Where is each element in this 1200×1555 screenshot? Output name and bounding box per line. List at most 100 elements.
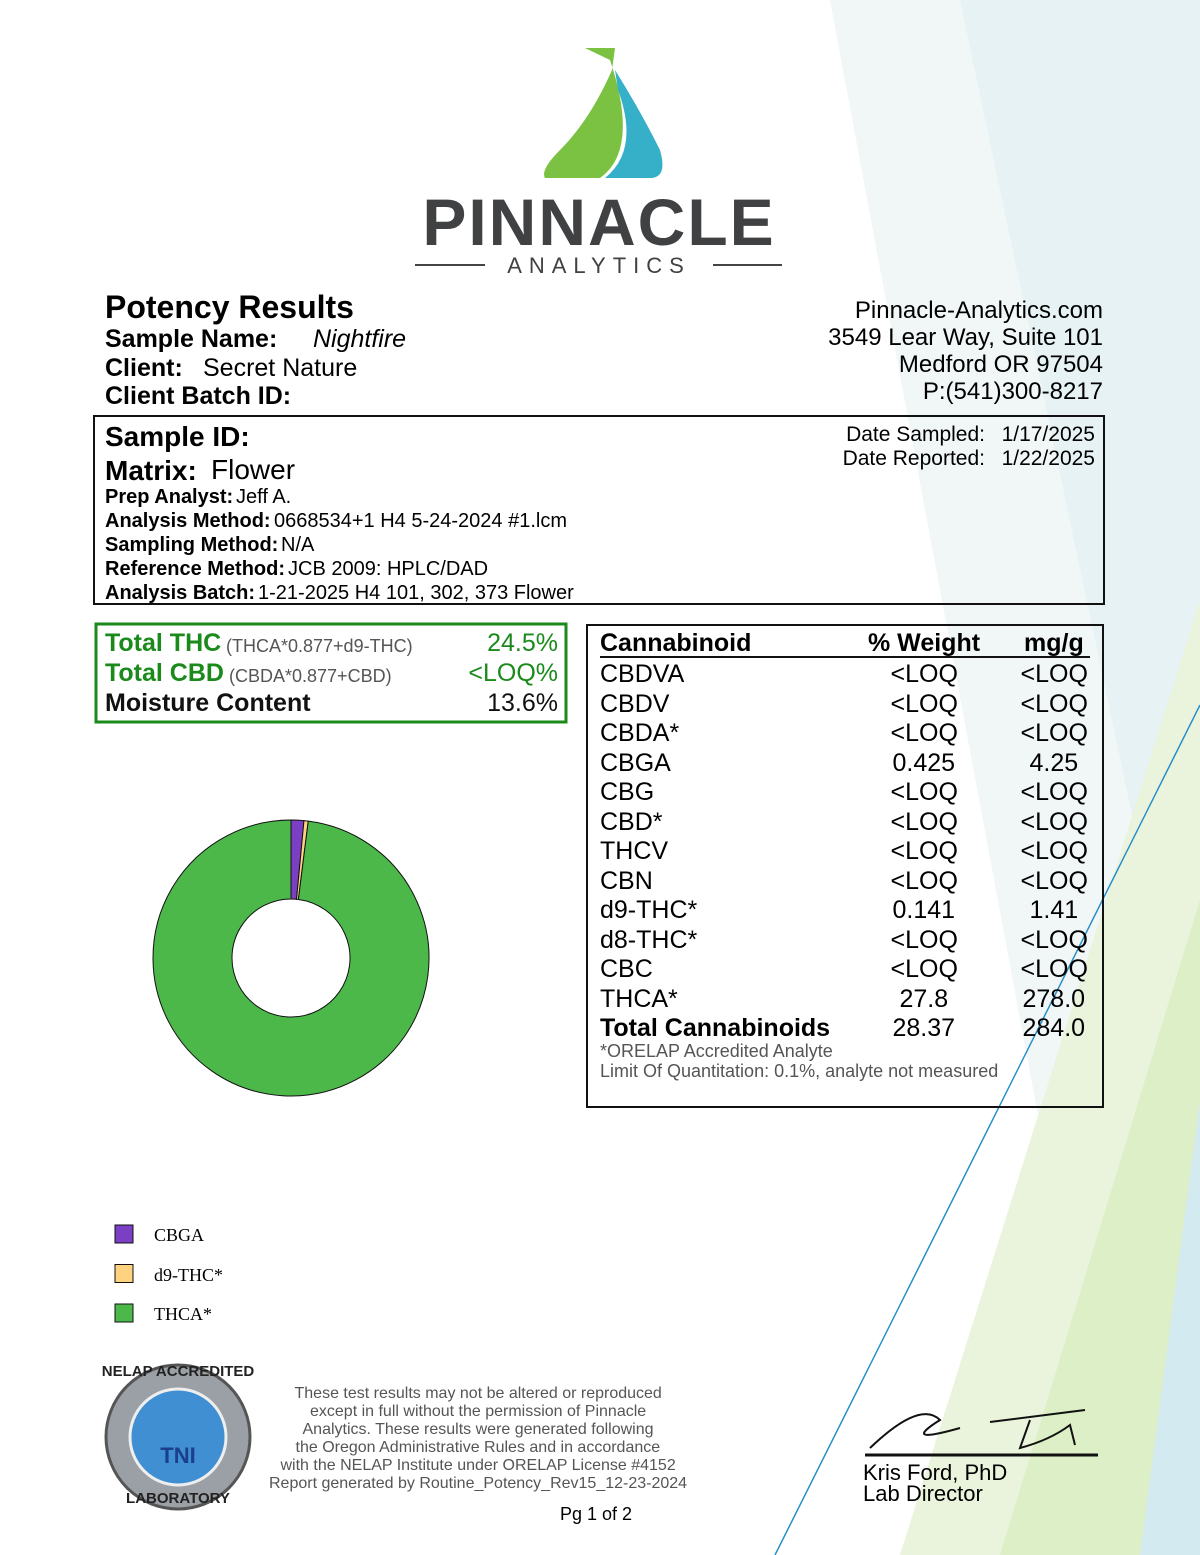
value: Flower [211,454,296,485]
seal-center: TNI [160,1443,195,1468]
label: Sample ID: [105,421,250,452]
table-cell: 28.37 [892,1014,956,1042]
summary-value: <LOQ% [468,659,558,687]
table-cell: <LOQ [890,660,958,688]
disclaimer-line: except in full without the permission of… [310,1403,647,1420]
field-label: Sampling Method: [105,534,279,556]
label: Date Reported: [842,447,985,470]
table-cell: <LOQ [1020,778,1088,806]
seal-bottom: LABORATORY [126,1490,230,1507]
table-cell: 278.0 [1022,984,1086,1013]
value: Nightfire [313,325,407,353]
summary-formula: (THCA*0.877+d9-THC) [226,636,413,656]
field-value: JCB 2009: HPLC/DAD [288,558,489,580]
summary-label: Moisture Content [105,689,311,717]
lab-phone: P:(541)300-8217 [922,378,1103,405]
table-cell: <LOQ [1020,955,1088,983]
table-cell: <LOQ [890,719,958,747]
table-cell: <LOQ [890,866,958,895]
lab-website: Pinnacle-Analytics.com [854,297,1103,324]
table-cell: 4.25 [1029,748,1079,777]
table-cell: CBD* [600,807,663,836]
disclaimer-line: These test results may not be altered or… [294,1385,662,1402]
bg-shape [1000,900,1200,1555]
lab-address: 3549 Lear Way, Suite 101 [828,324,1103,351]
table-cell: <LOQ [890,778,958,806]
table-cell: <LOQ [1020,837,1088,865]
table-cell: CBN [600,866,653,895]
field-label: Analysis Method: [105,510,271,532]
legend-label: THCA* [154,1304,212,1324]
summary-value: 13.6% [487,689,558,717]
field-value: N/A [281,534,315,556]
table-cell: THCV [600,837,669,865]
signer-title: Lab Director [863,1481,983,1506]
label: Client Batch ID: [105,382,292,410]
seal-top: NELAP ACCREDITED [102,1363,255,1380]
table-cell: <LOQ [1020,807,1088,836]
field-value: Jeff A. [236,486,292,508]
legend-swatch [114,1303,134,1323]
table-cell: CBDVA [600,660,685,688]
legend-swatch [114,1224,134,1244]
table-cell: 1.41 [1029,896,1079,924]
table-cell: % Weight [868,629,981,657]
label: Date Sampled: [846,423,985,446]
field-label: Prep Analyst: [105,486,234,508]
donut-chart [152,819,430,1097]
page-number: Pg 1 of 2 [560,1504,633,1524]
value: Secret Nature [203,354,358,382]
table-note: Limit Of Quantitation: 0.1%, analyte not… [600,1061,999,1081]
signer-name: Kris Ford, PhD [863,1460,1008,1485]
table-cell: CBG [600,778,655,806]
table-cell: <LOQ [1020,925,1088,954]
field-value: 1-21-2025 H4 101, 302, 373 Flower [258,582,574,604]
value: 1/17/2025 [1001,423,1095,446]
disclaimer-line: Analytics. These results were generated … [302,1421,654,1438]
table-cell: CBGA [600,748,671,777]
title: Potency Results [105,289,354,325]
table-cell: <LOQ [1020,660,1088,688]
logo-flask [605,70,663,178]
summary-formula: (CBDA*0.877+CBD) [229,666,392,686]
label: Matrix: [105,455,197,486]
value: 1/22/2025 [1001,447,1095,470]
signature-scrawl [869,1409,1086,1450]
table-cell: <LOQ [890,807,958,836]
table-cell: THCA* [600,984,678,1013]
seal-inner [128,1387,228,1487]
table-cell: 0.141 [892,896,956,924]
table-cell: CBDV [600,689,670,718]
legend-label: CBGA [154,1225,205,1245]
logo-tagline: ANALYTICS [507,253,691,278]
field-label: Analysis Batch: [105,582,256,604]
table-box [586,624,1104,1108]
table-cell: mg/g [1024,629,1084,657]
table-cell: <LOQ [1020,689,1088,718]
label: Client: [105,354,183,382]
table-cell: CBDA* [600,719,680,747]
table-cell: Cannabinoid [600,629,752,657]
label: Sample Name: [105,325,278,353]
logo-name: PINNACLE [422,185,775,259]
bg-line [774,704,1200,1555]
table-cell: <LOQ [890,955,958,983]
table-cell: CBC [600,955,653,983]
disclaimer-line: the Oregon Administrative Rules and in a… [295,1439,661,1456]
summary-box [94,622,568,724]
disclaimer-line: with the NELAP Institute under ORELAP Li… [280,1457,676,1474]
table-cell: <LOQ [890,689,958,718]
table-cell: d8-THC* [600,925,698,954]
table-cell: Total Cannabinoids [600,1014,831,1042]
field-value: 0668534+1 H4 5-24-2024 #1.lcm [274,510,567,532]
table-cell: 27.8 [899,984,949,1013]
summary-value: 24.5% [487,629,558,657]
table-note: *ORELAP Accredited Analyte [600,1041,833,1061]
legend-label: d9-THC* [154,1264,223,1285]
table-cell: <LOQ [1020,719,1088,747]
table-cell: <LOQ [890,837,958,865]
summary-label: Total CBD [105,659,224,687]
sample-box [93,415,1105,605]
